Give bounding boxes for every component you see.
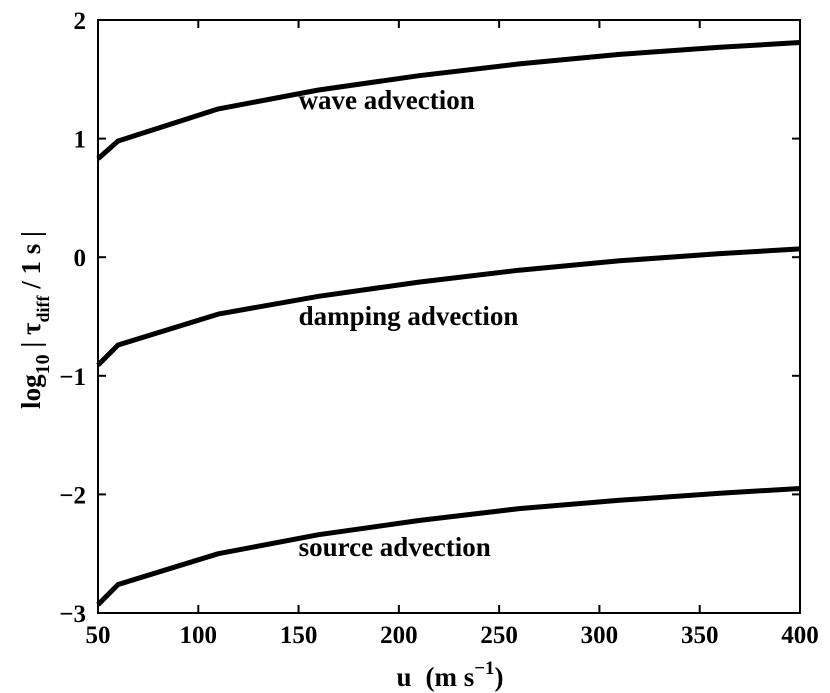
y-tick-label: 2 [74,8,87,35]
plot-lines [96,40,801,607]
series-line-damping-advection [96,246,801,367]
annotation-source-advection: source advection [299,532,491,562]
x-tick-label: 50 [86,622,111,649]
x-tick-labels: 50 100 150 200 250 300 350 400 [86,622,819,649]
axis-ticks [97,19,801,614]
series-line-wave-advection [96,40,801,161]
x-tick-label: 350 [681,622,719,649]
y-tick-labels: −3 −2 −1 0 1 2 [59,8,86,628]
x-axis-title: u (m s−1) [396,658,503,692]
series-line-source-advection [96,486,801,607]
x-tick-label: 100 [180,622,218,649]
annotations: wave advection damping advection source ad… [299,85,519,562]
y-tick-label: −2 [59,482,86,509]
y-tick-label: 0 [74,245,87,272]
y-tick-label: −1 [59,364,86,391]
x-tick-label: 150 [280,622,318,649]
annotation-wave-advection: wave advection [299,85,475,115]
x-tick-label: 300 [581,622,619,649]
plot-frame [97,19,801,614]
x-tick-label: 200 [380,622,418,649]
x-tick-label: 250 [480,622,518,649]
y-axis-title: log10 | τdiff / 1 s | [16,231,54,409]
y-tick-label: −3 [59,601,86,628]
annotation-damping-advection: damping advection [299,301,519,331]
y-tick-label: 1 [74,127,87,154]
x-tick-label: 400 [781,622,819,649]
